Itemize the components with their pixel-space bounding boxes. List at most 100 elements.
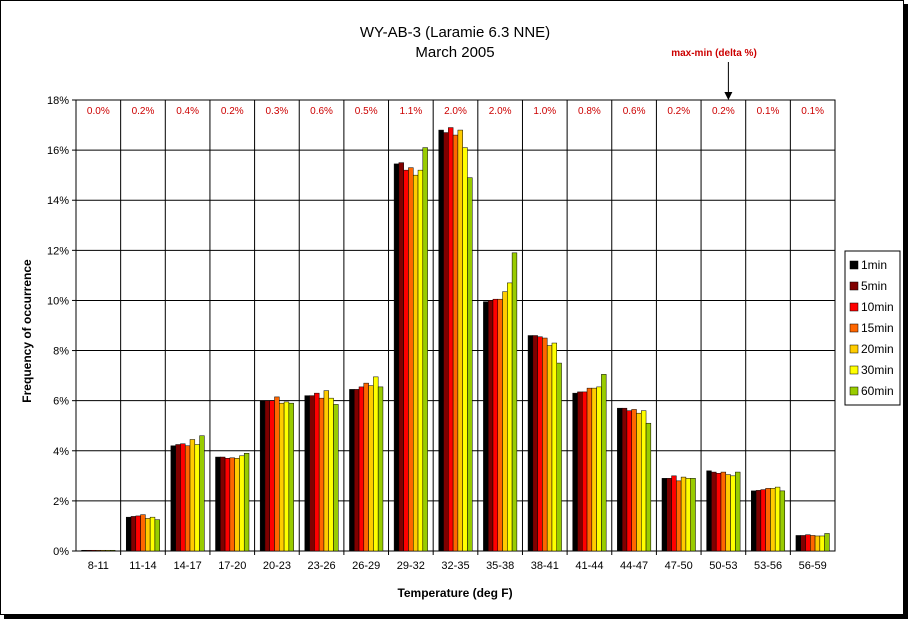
bar-29-32-5min <box>398 162 404 552</box>
bar-29-32-60min <box>422 147 428 552</box>
bar-20-23-10min <box>269 400 275 552</box>
bar-14-17-30min <box>194 444 200 552</box>
bar-47-50-5min <box>666 478 672 552</box>
bar-8-11-10min <box>90 549 97 552</box>
y-tick-label: 0% <box>53 546 69 558</box>
legend-swatch-60min <box>849 386 859 396</box>
bar-41-44-5min <box>577 391 583 552</box>
x-tick-label: 53-56 <box>754 560 782 572</box>
bar-23-26-20min <box>323 390 329 552</box>
bar-35-38-10min <box>492 298 499 552</box>
bar-44-47-1min <box>617 407 623 552</box>
bar-44-47-15min <box>631 409 637 552</box>
bar-11-14-20min <box>145 518 151 552</box>
bar-20-23-30min <box>283 401 290 552</box>
bar-44-47-60min <box>645 422 652 552</box>
y-tick-label: 4% <box>53 446 69 458</box>
delta-label: 0.6% <box>623 106 646 117</box>
legend-label-1min: 1min <box>861 258 887 272</box>
bar-53-56-15min <box>765 488 771 552</box>
bar-47-50-15min <box>676 480 682 552</box>
y-tick-label: 12% <box>47 245 69 257</box>
bar-14-17-60min <box>199 435 205 552</box>
bar-35-38-1min <box>483 301 489 552</box>
bar-32-35-10min <box>448 127 454 552</box>
bar-56-59-10min <box>805 534 811 552</box>
bar-17-20-5min <box>220 456 226 552</box>
annotation-arrow-head <box>724 92 733 100</box>
bar-35-38-5min <box>487 300 494 552</box>
annotation-label: max-min (delta %) <box>671 48 757 59</box>
bar-32-35-1min <box>438 129 444 552</box>
bar-26-29-5min <box>353 389 360 552</box>
x-tick-label: 38-41 <box>531 560 559 572</box>
x-tick-label: 11-14 <box>129 560 156 572</box>
x-tick-label: 35-38 <box>486 560 514 572</box>
bar-47-50-10min <box>671 475 677 552</box>
y-tick-label: 16% <box>47 145 69 157</box>
bar-20-23-5min <box>264 400 270 552</box>
bar-17-20-30min <box>239 455 245 552</box>
bar-11-14-10min <box>135 515 141 552</box>
y-tick-label: 2% <box>53 496 69 508</box>
bar-29-32-15min <box>408 167 414 552</box>
bar-20-23-20min <box>279 402 285 552</box>
bar-8-11-15min <box>95 549 101 552</box>
x-tick-label: 8-11 <box>88 560 109 572</box>
delta-label: 0.2% <box>132 106 155 117</box>
bar-47-50-60min <box>690 478 696 552</box>
bar-26-29-10min <box>358 386 365 552</box>
delta-label: 0.1% <box>757 106 780 117</box>
legend-swatch-20min <box>849 344 859 354</box>
bar-53-56-20min <box>770 488 776 552</box>
bar-8-11-5min <box>86 549 92 552</box>
delta-label: 0.2% <box>221 106 244 117</box>
delta-label: 1.1% <box>399 106 422 117</box>
bar-47-50-20min <box>680 476 687 552</box>
delta-label: 1.0% <box>533 106 556 117</box>
bar-26-29-1min <box>349 389 355 552</box>
x-tick-label: 41-44 <box>575 560 603 572</box>
bar-50-53-20min <box>725 474 731 552</box>
bar-23-26-15min <box>318 397 325 552</box>
bar-44-47-10min <box>626 410 632 552</box>
bar-26-29-30min <box>373 376 379 552</box>
bar-14-17-20min <box>189 439 196 552</box>
chart-title: WY-AB-3 (Laramie 6.3 NNE) <box>360 24 550 41</box>
bar-32-35-20min <box>457 129 463 552</box>
bar-11-14-1min <box>125 516 132 552</box>
bar-41-44-15min <box>586 387 593 552</box>
bar-38-41-5min <box>532 335 538 552</box>
bar-17-20-20min <box>234 458 240 552</box>
bar-20-23-60min <box>288 402 294 552</box>
bar-53-56-60min <box>779 490 786 552</box>
bar-44-47-20min <box>636 412 642 552</box>
bar-29-32-20min <box>412 174 419 552</box>
bar-53-56-5min <box>755 490 762 552</box>
x-axis-title: Temperature (deg F) <box>397 586 512 600</box>
bar-29-32-30min <box>417 169 424 552</box>
bar-26-29-60min <box>377 386 384 552</box>
bar-32-35-5min <box>443 132 449 552</box>
legend-label-30min: 30min <box>861 363 894 377</box>
bar-56-59-1min <box>795 535 801 552</box>
y-tick-label: 14% <box>47 195 69 207</box>
bar-35-38-60min <box>511 252 518 552</box>
bar-17-20-60min <box>243 453 250 552</box>
chart-subtitle: March 2005 <box>415 44 494 61</box>
bar-38-41-1min <box>527 335 534 552</box>
bar-11-14-15min <box>140 514 146 552</box>
bar-11-14-60min <box>154 519 160 552</box>
bar-35-38-15min <box>497 298 503 552</box>
bar-23-26-1min <box>304 395 310 552</box>
bar-23-26-60min <box>333 404 339 552</box>
bar-50-53-15min <box>720 471 727 552</box>
bar-38-41-60min <box>556 362 562 552</box>
bar-14-17-5min <box>175 444 181 552</box>
bar-56-59-30min <box>819 535 825 552</box>
bar-26-29-20min <box>368 385 374 552</box>
bar-38-41-20min <box>546 345 553 552</box>
delta-label: 0.4% <box>176 106 199 117</box>
legend-swatch-30min <box>849 365 859 375</box>
